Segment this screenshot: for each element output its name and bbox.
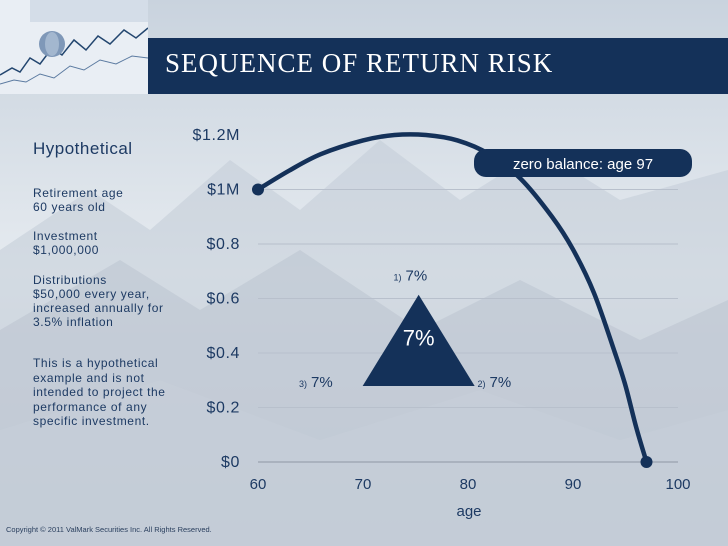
info-line: $1,000,000 bbox=[33, 243, 100, 257]
y-tick-label: $0.8 bbox=[206, 236, 240, 253]
copyright-notice: Copyright © 2011 ValMark Securities Inc.… bbox=[6, 525, 212, 534]
return-value-label: 7% bbox=[311, 374, 333, 391]
info-line: 60 years old bbox=[33, 200, 106, 214]
investment-info: Investment $1,000,000 bbox=[33, 229, 99, 257]
return-index-label: 2) bbox=[477, 379, 485, 389]
slide-title: SEQUENCE OF RETURN RISK bbox=[165, 48, 554, 78]
y-tick-label: $1M bbox=[207, 182, 240, 199]
y-tick-label: $0 bbox=[221, 454, 240, 471]
info-line: increased annually for bbox=[33, 301, 164, 315]
info-line: This is a hypothetical bbox=[33, 356, 159, 370]
return-annotation: 1) 7% bbox=[393, 268, 427, 285]
y-tick-label: $1.2M bbox=[193, 127, 240, 144]
info-line: intended to project the bbox=[33, 385, 166, 399]
info-line: 3.5% inflation bbox=[33, 315, 114, 329]
callout-label: zero balance: age 97 bbox=[513, 156, 653, 173]
x-tick-label: 90 bbox=[565, 476, 582, 493]
triangle-return-label: 7% bbox=[403, 325, 435, 350]
x-tick-label: 70 bbox=[355, 476, 372, 493]
zero-balance-callout: zero balance: age 97 bbox=[474, 149, 692, 177]
disclaimer-info: This is a hypothetical example and is no… bbox=[33, 356, 166, 429]
info-line: example and is not bbox=[33, 370, 145, 385]
return-value-label: 7% bbox=[406, 268, 428, 285]
x-axis-label: age bbox=[456, 503, 481, 520]
info-line: specific investment. bbox=[33, 414, 150, 428]
return-index-label: 3) bbox=[299, 379, 307, 389]
end-point-marker bbox=[640, 456, 653, 468]
y-tick-labels: $0 $0.2 $0.4 $0.6 $0.8 $1M $1.2M bbox=[193, 127, 240, 471]
retirement-age-info: Retirement age 60 years old bbox=[33, 186, 123, 214]
info-line: performance of any bbox=[33, 399, 148, 414]
return-triangle: 7% bbox=[362, 294, 475, 386]
return-value-label: 7% bbox=[490, 374, 512, 391]
y-tick-label: $0.2 bbox=[206, 400, 240, 417]
y-tick-label: $0.4 bbox=[206, 345, 240, 362]
distributions-info: Distributions $50,000 every year, increa… bbox=[33, 273, 164, 329]
y-tick-label: $0.6 bbox=[206, 291, 240, 308]
info-line: $50,000 every year, bbox=[33, 287, 150, 301]
grid-layer bbox=[258, 189, 678, 463]
x-tick-labels: 60 70 80 90 100 bbox=[250, 476, 691, 493]
info-line: Retirement age bbox=[33, 186, 124, 200]
x-tick-label: 100 bbox=[665, 476, 690, 493]
panel-heading: Hypothetical bbox=[33, 139, 133, 158]
info-line: Investment bbox=[33, 229, 98, 243]
return-index-label: 1) bbox=[393, 273, 401, 283]
return-annotation: 2) 7% bbox=[477, 374, 511, 391]
start-point-marker bbox=[252, 183, 264, 196]
info-line: Distributions bbox=[33, 273, 107, 287]
stock-chart-thumbnail-image bbox=[0, 0, 148, 94]
x-tick-label: 60 bbox=[250, 476, 267, 493]
return-annotation: 3) 7% bbox=[299, 374, 333, 391]
triangle-shape bbox=[362, 294, 475, 386]
return-annotations: 1) 7% 2) 7% 3) 7% bbox=[299, 268, 511, 391]
x-tick-label: 80 bbox=[460, 476, 477, 493]
callout-box bbox=[474, 149, 692, 177]
